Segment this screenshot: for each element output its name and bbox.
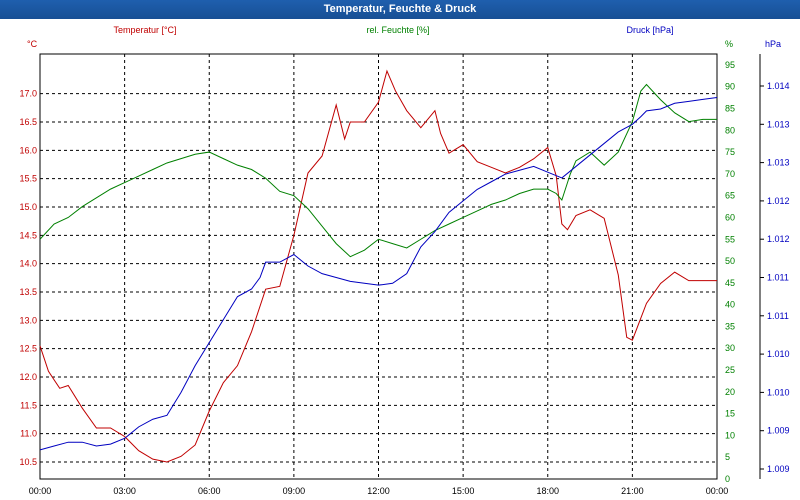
x-tick-time: 21:00 (621, 486, 644, 496)
x-tick-time: 00:00 (29, 486, 52, 496)
x-tick-time: 00:00 (706, 486, 729, 496)
humidity-tick: 90 (725, 82, 735, 92)
humidity-unit: % (725, 39, 733, 49)
pressure-tick: 1.009 (767, 464, 790, 474)
humidity-tick: 60 (725, 212, 735, 222)
pressure-tick: 1.009 (767, 426, 790, 436)
humidity-tick: 45 (725, 278, 735, 288)
pressure-tick: 1.010 (767, 349, 790, 359)
humidity-tick: 55 (725, 234, 735, 244)
temperature-axis-label: Temperatur [°C] (113, 25, 176, 35)
pressure-tick: 1.014 (767, 81, 790, 91)
x-tick-time: 15:00 (452, 486, 475, 496)
temperature-tick: 13.5 (19, 287, 37, 297)
x-tick-time: 03:00 (113, 486, 136, 496)
humidity-tick: 80 (725, 125, 735, 135)
x-tick-time: 12:00 (367, 486, 390, 496)
x-tick-time: 09:00 (283, 486, 306, 496)
humidity-tick: 95 (725, 60, 735, 70)
humidity-tick: 65 (725, 191, 735, 201)
temperature-tick: 14.0 (19, 259, 37, 269)
humidity-tick: 35 (725, 321, 735, 331)
series-line-humidity (39, 83, 717, 258)
temperature-tick: 16.0 (19, 145, 37, 155)
pressure-tick: 1.011 (767, 273, 789, 283)
pressure-tick: 1.013 (767, 158, 790, 168)
humidity-tick: 70 (725, 169, 735, 179)
humidity-tick: 25 (725, 365, 735, 375)
x-tick-time: 18:00 (536, 486, 559, 496)
humidity-tick: 30 (725, 343, 735, 353)
axes: 00:0024.05.2003:0024.05.2006:0024.05.200… (19, 54, 790, 496)
pressure-tick: 1.011 (767, 311, 789, 321)
series-line-temperature (39, 69, 717, 463)
humidity-tick: 0 (725, 474, 730, 484)
gridlines (40, 54, 717, 479)
temperature-tick: 15.0 (19, 202, 37, 212)
pressure-tick: 1.012 (767, 196, 790, 206)
pressure-unit: hPa (765, 39, 781, 49)
humidity-tick: 40 (725, 300, 735, 310)
temperature-tick: 11.0 (20, 429, 37, 439)
humidity-axis-label: rel. Feuchte [%] (366, 25, 429, 35)
humidity-tick: 10 (725, 430, 735, 440)
temperature-tick: 10.5 (19, 457, 37, 467)
temperature-unit: °C (27, 39, 38, 49)
temperature-tick: 12.5 (19, 344, 37, 354)
pressure-tick: 1.010 (767, 387, 790, 397)
humidity-tick: 50 (725, 256, 735, 266)
series-line-pressure (39, 96, 718, 451)
pressure-tick: 1.013 (767, 119, 790, 129)
humidity-tick: 15 (725, 409, 735, 419)
temperature-tick: 12.0 (19, 372, 37, 382)
humidity-tick: 85 (725, 103, 735, 113)
humidity-tick: 5 (725, 452, 730, 462)
humidity-tick: 75 (725, 147, 735, 157)
temperature-tick: 13.0 (19, 315, 37, 325)
temperature-tick: 15.5 (19, 174, 37, 184)
pressure-axis-label: Druck [hPa] (626, 25, 673, 35)
window-title: Temperatur, Feuchte & Druck (0, 0, 800, 19)
x-tick-time: 06:00 (198, 486, 221, 496)
temperature-tick: 14.5 (19, 230, 37, 240)
pressure-tick: 1.012 (767, 234, 790, 244)
temperature-tick: 11.5 (20, 400, 37, 410)
series-lines (39, 69, 718, 463)
humidity-tick: 20 (725, 387, 735, 397)
chart: 00:0024.05.2003:0024.05.2006:0024.05.200… (19, 25, 790, 496)
temperature-tick: 17.0 (19, 89, 37, 99)
temperature-tick: 16.5 (19, 117, 37, 127)
